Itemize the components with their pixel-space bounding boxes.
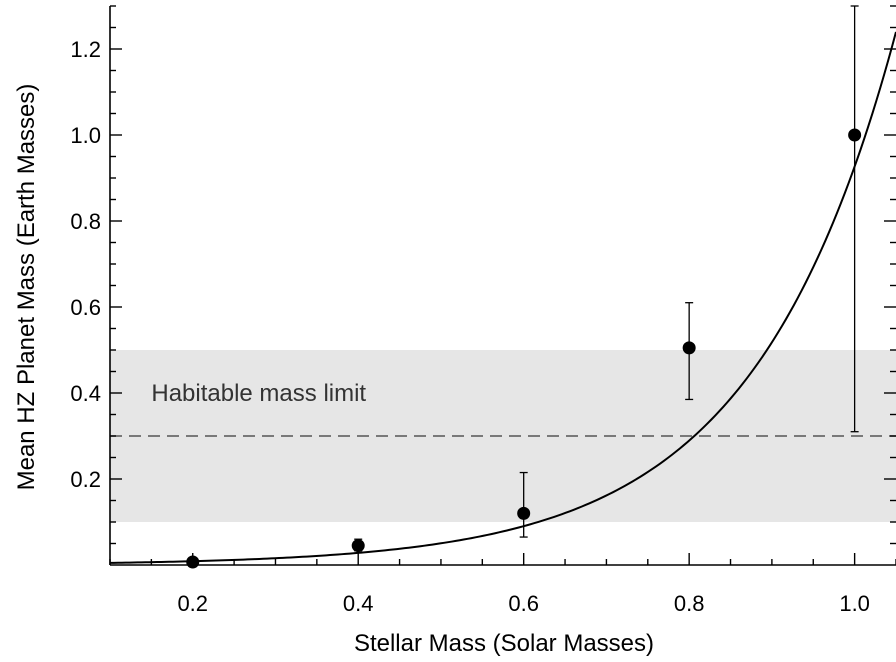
- y-tick-labels: 0.2 0.4 0.6 0.8 1.0 1.2: [70, 37, 101, 492]
- y-tick-label: 1.0: [70, 123, 101, 148]
- y-ticks: [110, 5, 896, 545]
- data-point: [517, 506, 531, 520]
- y-axis-title: Mean HZ Planet Mass (Earth Masses): [13, 84, 40, 491]
- x-tick-label: 1.0: [839, 591, 870, 616]
- y-tick-label: 0.2: [70, 467, 101, 492]
- fit-curve: [109, 31, 896, 564]
- data-point: [682, 341, 696, 355]
- data-point: [351, 539, 365, 553]
- y-tick-label: 0.8: [70, 209, 101, 234]
- x-tick-labels: 0.2 0.4 0.6 0.8 1.0: [177, 591, 869, 616]
- y-tick-label: 0.4: [70, 381, 101, 406]
- x-tick-label: 0.2: [177, 591, 208, 616]
- data-point: [186, 555, 200, 569]
- annotation-habitable-mass-limit: Habitable mass limit: [151, 380, 366, 407]
- y-tick-label: 0.6: [70, 295, 101, 320]
- x-tick-label: 0.8: [674, 591, 705, 616]
- x-tick-label: 0.4: [343, 591, 374, 616]
- x-ticks: [109, 553, 896, 565]
- x-axis-title: Stellar Mass (Solar Masses): [354, 630, 654, 657]
- data-point: [848, 128, 862, 142]
- y-tick-label: 1.2: [70, 37, 101, 62]
- x-tick-label: 0.6: [508, 591, 539, 616]
